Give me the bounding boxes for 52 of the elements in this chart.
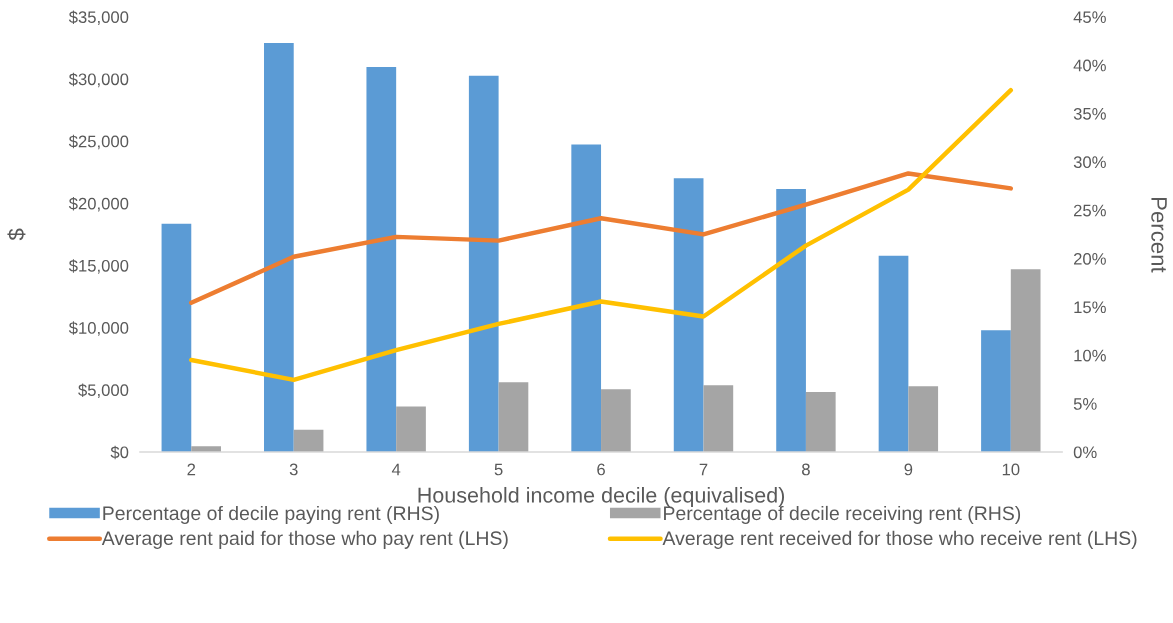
x-tick-label: 10 bbox=[1002, 463, 1020, 476]
bar bbox=[571, 144, 602, 452]
y-axis-title: $ bbox=[7, 228, 26, 241]
y2-tick-label: 30% bbox=[1073, 156, 1106, 169]
y-tick-label: $30,000 bbox=[68, 72, 129, 88]
x-tick-label: 5 bbox=[494, 463, 503, 476]
x-tick-label: 6 bbox=[597, 463, 605, 476]
bar bbox=[264, 42, 294, 452]
bar bbox=[601, 389, 631, 452]
y-tick-label: $0 bbox=[110, 445, 129, 460]
x-tick-label: 8 bbox=[802, 463, 810, 476]
y-tick-label: $35,000 bbox=[68, 10, 129, 25]
y2-tick-label: 15% bbox=[1074, 301, 1106, 314]
y2-tick-label: 0% bbox=[1073, 446, 1097, 459]
bar bbox=[981, 330, 1011, 452]
x-tick-label: 4 bbox=[391, 463, 401, 476]
y2-tick-label: 25% bbox=[1073, 204, 1106, 217]
y2-tick-label: 20% bbox=[1073, 252, 1106, 265]
bar bbox=[396, 406, 426, 452]
legend-label: Average rent received for those who receive rent (LHS) bbox=[662, 530, 1137, 549]
bar bbox=[776, 188, 806, 452]
bar bbox=[293, 429, 324, 452]
y2-tick-label: 45% bbox=[1073, 11, 1106, 24]
y-tick-label: $5,000 bbox=[78, 383, 129, 398]
bar bbox=[498, 382, 529, 452]
y2-tick-label: 10% bbox=[1074, 349, 1106, 362]
bar bbox=[673, 178, 704, 452]
y2-axis-title: Percent bbox=[1151, 197, 1167, 273]
legend-label: Percentage of decile receiving rent (RHS) bbox=[664, 505, 1021, 524]
y-tick-label: $25,000 bbox=[68, 134, 129, 150]
legend-label: Average rent paid for those who pay rent (LHS) bbox=[101, 530, 508, 549]
bar bbox=[908, 386, 939, 452]
bar bbox=[703, 385, 734, 452]
x-tick-label: 3 bbox=[289, 463, 298, 476]
y-tick-label: $15,000 bbox=[68, 259, 129, 274]
line-series bbox=[189, 171, 1014, 306]
bar bbox=[366, 67, 397, 452]
y2-tick-label: 40% bbox=[1073, 59, 1106, 72]
y-tick-label: $20,000 bbox=[68, 197, 129, 212]
y2-tick-label: 35% bbox=[1073, 107, 1106, 120]
y2-tick-label: 5% bbox=[1073, 398, 1097, 410]
bar bbox=[805, 392, 836, 452]
line-series bbox=[189, 87, 1014, 383]
bar bbox=[878, 255, 909, 452]
legend-label: Percentage of decile paying rent (RHS) bbox=[103, 505, 439, 524]
bar bbox=[161, 223, 192, 452]
y-tick-label: $10,000 bbox=[68, 321, 129, 336]
bar bbox=[468, 75, 499, 452]
x-tick-label: 9 bbox=[904, 463, 913, 476]
x-tick-label: 7 bbox=[699, 463, 708, 476]
bar bbox=[1010, 269, 1041, 452]
x-tick-label: 2 bbox=[187, 463, 196, 476]
